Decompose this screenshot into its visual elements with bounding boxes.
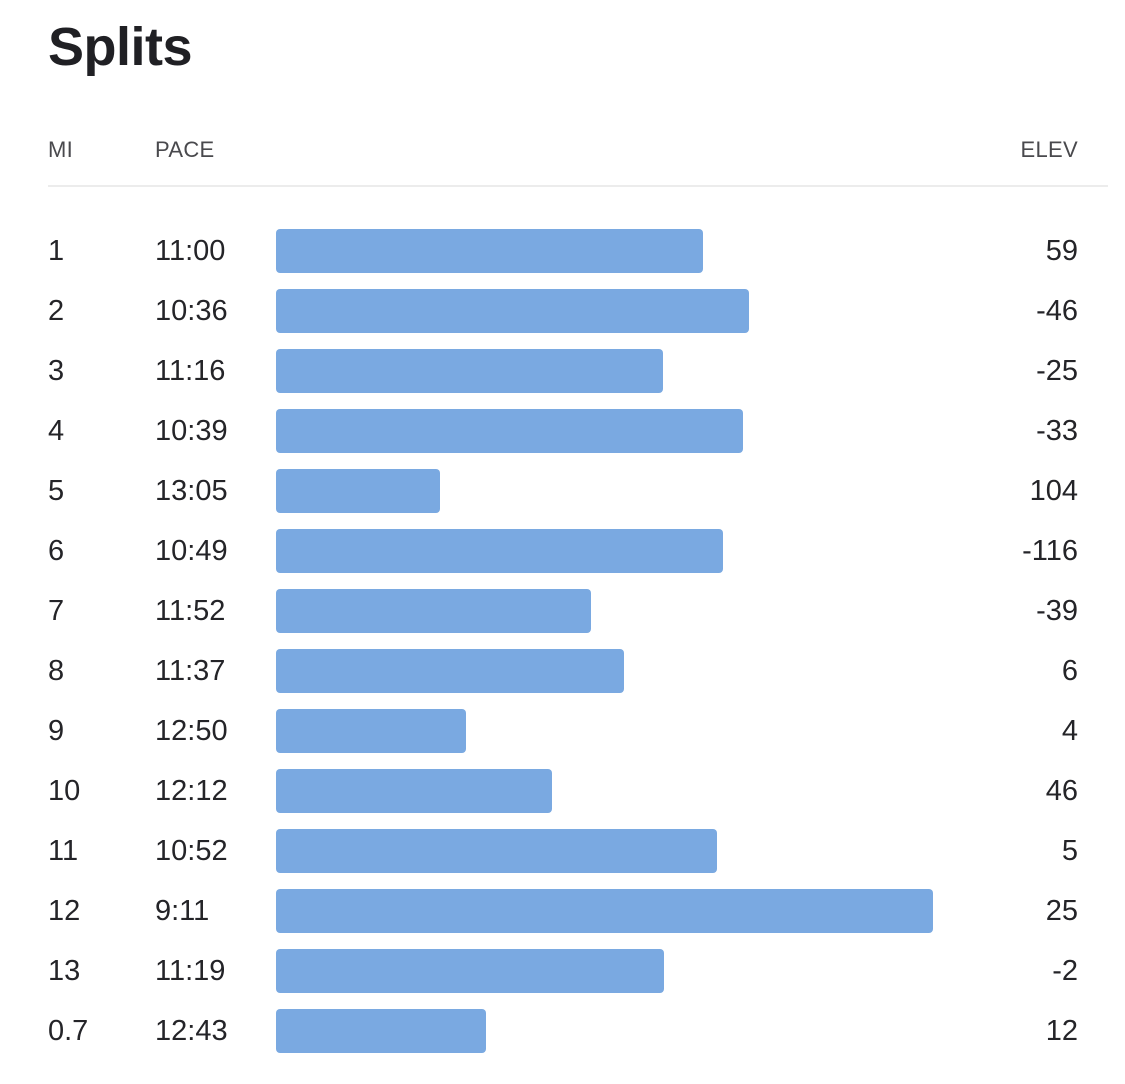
pace-bar-cell <box>276 769 938 814</box>
pace-bar <box>276 769 552 814</box>
pace-bar <box>276 649 624 694</box>
mile-cell: 9 <box>48 714 65 747</box>
table-header-row: MI PACE ELEV <box>48 136 1108 164</box>
pace-cell: 11:19 <box>155 954 226 987</box>
elevation-cell: 59 <box>1045 234 1078 267</box>
pace-bar-cell <box>276 289 938 334</box>
elevation-cell: -116 <box>1022 534 1078 567</box>
pace-bar-cell <box>276 409 938 454</box>
pace-bar <box>276 709 466 754</box>
elevation-cell: -33 <box>1036 414 1078 447</box>
mile-cell: 11 <box>48 834 79 867</box>
pace-bar-cell <box>276 1009 938 1054</box>
pace-bar-cell <box>276 229 938 274</box>
elevation-cell: 6 <box>1061 654 1078 687</box>
column-header-elev: ELEV <box>1020 137 1078 163</box>
table-row: 4 10:39 -33 <box>48 401 1108 461</box>
elevation-cell: -46 <box>1036 294 1078 327</box>
table-row: 6 10:49 -116 <box>48 521 1108 581</box>
pace-cell: 10:52 <box>155 834 228 867</box>
elevation-cell: 25 <box>1045 894 1078 927</box>
pace-cell: 10:36 <box>155 294 228 327</box>
elevation-cell: 104 <box>1029 474 1078 507</box>
elevation-cell: 46 <box>1045 774 1078 807</box>
pace-cell: 9:11 <box>155 894 210 927</box>
pace-cell: 11:37 <box>155 654 226 687</box>
table-row: 8 11:37 6 <box>48 641 1108 701</box>
pace-bar-cell <box>276 889 938 934</box>
column-header-mi: MI <box>48 137 74 163</box>
pace-cell: 10:39 <box>155 414 228 447</box>
pace-cell: 11:00 <box>155 234 226 267</box>
mile-cell: 6 <box>48 534 65 567</box>
table-row: 9 12:50 4 <box>48 701 1108 761</box>
pace-bar-cell <box>276 949 938 994</box>
mile-cell: 1 <box>48 234 65 267</box>
elevation-cell: 12 <box>1045 1014 1078 1047</box>
elevation-cell: -2 <box>1052 954 1078 987</box>
pace-cell: 12:50 <box>155 714 228 747</box>
pace-bar-cell <box>276 349 938 394</box>
page-title: Splits <box>48 17 193 77</box>
table-row: 12 9:11 25 <box>48 881 1108 941</box>
mile-cell: 2 <box>48 294 65 327</box>
pace-cell: 11:16 <box>155 354 226 387</box>
mile-cell: 13 <box>48 954 81 987</box>
mile-cell: 8 <box>48 654 65 687</box>
pace-bar <box>276 829 717 874</box>
mile-cell: 12 <box>48 894 81 927</box>
mile-cell: 5 <box>48 474 65 507</box>
splits-rows: 1 11:00 59 2 10:36 -46 3 11:16 -25 4 10:… <box>48 221 1108 1061</box>
table-row: 13 11:19 -2 <box>48 941 1108 1001</box>
header-divider <box>48 185 1108 188</box>
mile-cell: 4 <box>48 414 65 447</box>
mile-cell: 3 <box>48 354 65 387</box>
pace-bar <box>276 529 723 574</box>
table-row: 11 10:52 5 <box>48 821 1108 881</box>
pace-cell: 13:05 <box>155 474 228 507</box>
pace-bar-cell <box>276 469 938 514</box>
mile-cell: 0.7 <box>48 1014 89 1047</box>
pace-bar <box>276 349 663 394</box>
pace-cell: 12:43 <box>155 1014 228 1047</box>
pace-cell: 11:52 <box>155 594 226 627</box>
table-row: 0.7 12:43 12 <box>48 1001 1108 1061</box>
mile-cell: 7 <box>48 594 65 627</box>
pace-bar-cell <box>276 709 938 754</box>
pace-cell: 10:49 <box>155 534 228 567</box>
pace-bar <box>276 229 703 274</box>
pace-bar <box>276 889 933 934</box>
pace-bar <box>276 1009 486 1054</box>
pace-bar-cell <box>276 589 938 634</box>
mile-cell: 10 <box>48 774 81 807</box>
pace-bar <box>276 589 591 634</box>
pace-bar <box>276 409 743 454</box>
pace-cell: 12:12 <box>155 774 228 807</box>
pace-bar-cell <box>276 529 938 574</box>
table-row: 3 11:16 -25 <box>48 341 1108 401</box>
pace-bar-cell <box>276 829 938 874</box>
pace-bar <box>276 289 749 334</box>
elevation-cell: 4 <box>1061 714 1078 747</box>
table-row: 1 11:00 59 <box>48 221 1108 281</box>
elevation-cell: -25 <box>1036 354 1078 387</box>
column-header-pace: PACE <box>155 137 215 163</box>
elevation-cell: -39 <box>1036 594 1078 627</box>
pace-bar-cell <box>276 649 938 694</box>
table-row: 10 12:12 46 <box>48 761 1108 821</box>
table-row: 7 11:52 -39 <box>48 581 1108 641</box>
table-row: 5 13:05 104 <box>48 461 1108 521</box>
table-row: 2 10:36 -46 <box>48 281 1108 341</box>
elevation-cell: 5 <box>1061 834 1078 867</box>
pace-bar <box>276 469 440 514</box>
pace-bar <box>276 949 664 994</box>
